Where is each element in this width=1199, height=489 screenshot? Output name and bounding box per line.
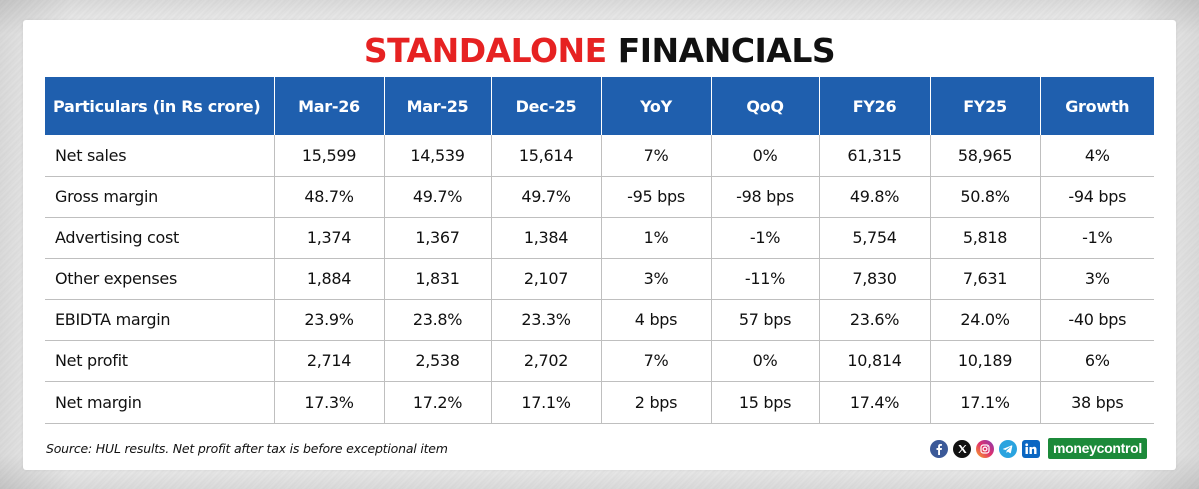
source-note: Source: HUL results. Net profit after ta… [46,441,448,456]
linkedin-icon[interactable] [1022,439,1041,458]
table-cell: 4% [1039,135,1154,177]
table-cell: 1,367 [383,217,491,259]
table-cell: 23.3% [490,299,601,341]
row-label: Gross margin [45,176,274,218]
table-cell: 49.7% [490,176,601,218]
table-cell: 2 bps [600,381,711,424]
table-row: Net margin 17.3% 17.2% 17.1% 2 bps 15 bp… [45,381,1154,424]
table-cell: 10,189 [929,340,1040,382]
column-header: Dec-25 [490,77,601,135]
table-cell: 7% [600,135,711,177]
table-cell: 7,830 [818,258,930,300]
title-rest: FINANCIALS [617,31,836,70]
row-label: EBIDTA margin [45,299,274,341]
table-cell: 1,384 [490,217,601,259]
table-cell: 14,539 [383,135,491,177]
row-label: Net sales [45,135,274,177]
table-row: Net profit 2,714 2,538 2,702 7% 0% 10,81… [45,340,1154,382]
table-cell: 57 bps [710,299,819,341]
table-cell: 5,818 [929,217,1040,259]
table-cell: 4 bps [600,299,711,341]
table-cell: 5,754 [818,217,930,259]
facebook-icon[interactable] [930,439,949,458]
table-cell: 2,107 [490,258,601,300]
table-cell: -11% [710,258,819,300]
row-label: Net profit [45,340,274,382]
table-cell: 6% [1039,340,1154,382]
table-cell: 10,814 [818,340,930,382]
column-header: YoY [600,77,711,135]
table-cell: 15,614 [490,135,601,177]
column-header: Growth [1039,77,1154,135]
x-icon[interactable] [953,439,972,458]
table-cell: 61,315 [818,135,930,177]
table-cell: 17.4% [818,381,930,424]
row-label: Other expenses [45,258,274,300]
table-cell: 50.8% [929,176,1040,218]
table-cell: 0% [710,340,819,382]
table-cell: 0% [710,135,819,177]
row-label: Net margin [45,381,274,424]
table-header-row: Particulars (in Rs crore) Mar-26 Mar-25 … [45,77,1154,135]
financials-table: Particulars (in Rs crore) Mar-26 Mar-25 … [45,77,1154,424]
table-cell: 2,702 [490,340,601,382]
table-cell: 48.7% [273,176,384,218]
table-cell: -95 bps [600,176,711,218]
table-cell: 1,374 [273,217,384,259]
column-header: Mar-25 [383,77,491,135]
moneycontrol-logo: moneycontrol [1048,438,1147,459]
telegram-icon[interactable] [999,439,1018,458]
table-cell: 17.1% [929,381,1040,424]
column-header: Mar-26 [273,77,384,135]
table-cell: 17.1% [490,381,601,424]
table-cell: -1% [1039,217,1154,259]
table-cell: 17.2% [383,381,491,424]
page-title: STANDALONE FINANCIALS [0,31,1199,71]
table-row: EBIDTA margin 23.9% 23.8% 23.3% 4 bps 57… [45,299,1154,341]
row-label: Advertising cost [45,217,274,259]
table-cell: 15,599 [273,135,384,177]
table-cell: 1% [600,217,711,259]
table-cell: -98 bps [710,176,819,218]
table-cell: 49.7% [383,176,491,218]
table-row: Other expenses 1,884 1,831 2,107 3% -11%… [45,258,1154,300]
table-cell: -94 bps [1039,176,1154,218]
social-links: moneycontrol [930,438,1147,459]
table-cell: 2,714 [273,340,384,382]
table-cell: 15 bps [710,381,819,424]
column-header: QoQ [710,77,819,135]
table-cell: -1% [710,217,819,259]
table-cell: 58,965 [929,135,1040,177]
table-cell: 23.9% [273,299,384,341]
table-cell: 38 bps [1039,381,1154,424]
table-cell: 3% [600,258,711,300]
column-header: Particulars (in Rs crore) [45,77,274,135]
table-cell: 3% [1039,258,1154,300]
instagram-icon[interactable] [976,439,995,458]
column-header: FY26 [818,77,930,135]
table-row: Gross margin 48.7% 49.7% 49.7% -95 bps -… [45,176,1154,218]
table-cell: 23.8% [383,299,491,341]
table-cell: 23.6% [818,299,930,341]
table-row: Net sales 15,599 14,539 15,614 7% 0% 61,… [45,135,1154,177]
table-cell: 7,631 [929,258,1040,300]
table-cell: 2,538 [383,340,491,382]
table-cell: 7% [600,340,711,382]
column-header: FY25 [929,77,1040,135]
table-cell: -40 bps [1039,299,1154,341]
title-highlight: STANDALONE [363,31,607,70]
table-cell: 1,884 [273,258,384,300]
table-cell: 49.8% [818,176,930,218]
table-cell: 17.3% [273,381,384,424]
table-row: Advertising cost 1,374 1,367 1,384 1% -1… [45,217,1154,259]
table-cell: 1,831 [383,258,491,300]
table-cell: 24.0% [929,299,1040,341]
